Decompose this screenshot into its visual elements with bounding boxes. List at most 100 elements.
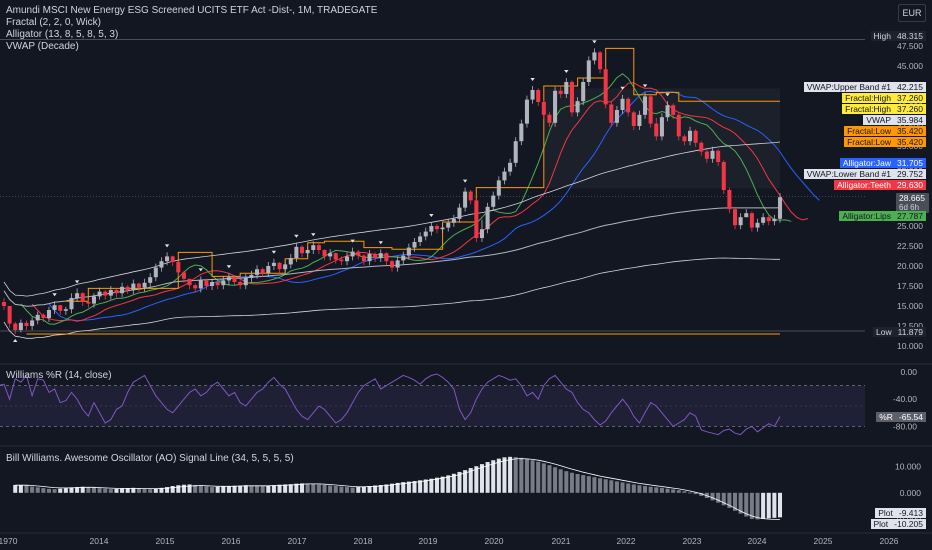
- candle-body: [777, 197, 783, 219]
- candle-body: [586, 60, 591, 82]
- ao-bar: [148, 489, 153, 493]
- ao-bar: [41, 488, 46, 493]
- fractal-up-marker: [592, 40, 597, 44]
- wr-line: [0, 373, 781, 436]
- candle-body: [316, 245, 321, 250]
- candle-body: [271, 262, 276, 266]
- candle-body: [553, 90, 558, 123]
- ao-bar: [676, 490, 681, 493]
- ao-bar: [361, 486, 366, 493]
- ao-signal-line: [15, 458, 780, 520]
- ao-bar: [63, 488, 68, 493]
- ao-tick: 0.000: [900, 488, 922, 498]
- ao-bar: [215, 486, 220, 493]
- candle-body: [69, 298, 74, 310]
- ao-bar: [114, 488, 119, 493]
- candle-body: [30, 320, 35, 326]
- ao-bar: [221, 486, 226, 493]
- ao-legend[interactable]: Bill Williams. Awesome Oscillator (AO) S…: [6, 453, 294, 464]
- candle-body: [693, 130, 698, 143]
- ao-bar: [131, 487, 136, 493]
- ao-bar: [508, 456, 513, 493]
- ao-bar: [86, 487, 91, 493]
- candle-body: [153, 267, 158, 278]
- ao-bar: [283, 484, 288, 493]
- ao-bar: [569, 472, 574, 493]
- candle-body: [339, 259, 344, 262]
- ao-bar: [384, 484, 389, 493]
- ao-bar: [91, 487, 96, 493]
- ao-bar: [311, 483, 316, 493]
- candle-body: [569, 82, 574, 113]
- candle-body: [249, 274, 254, 278]
- candle-body: [575, 101, 580, 113]
- ao-bar: [592, 477, 597, 493]
- candle-body: [530, 90, 535, 100]
- candle-body: [429, 226, 434, 232]
- ao-bar: [519, 457, 524, 493]
- fractal-high-steps: [65, 47, 780, 302]
- fractal-up-marker: [378, 241, 383, 245]
- candle-body: [210, 282, 215, 286]
- candle-body: [243, 278, 248, 286]
- time-tick: 2018: [354, 536, 373, 546]
- candle-body: [418, 236, 423, 242]
- ao-plot2-label: Plot -10.205: [868, 519, 930, 529]
- candle-body: [24, 322, 29, 326]
- candle-body: [401, 255, 406, 261]
- wr-tick: 0.00: [900, 367, 917, 377]
- candle-body: [311, 245, 316, 250]
- legend-vwap[interactable]: VWAP (Decade): [6, 41, 79, 52]
- ao-bar: [305, 483, 310, 493]
- ao-bar: [350, 487, 355, 493]
- candle-body: [18, 322, 23, 330]
- candle-body: [558, 90, 563, 94]
- alligator-jaw-line: [48, 90, 820, 322]
- ao-bar: [463, 470, 468, 493]
- candle-body: [682, 136, 687, 142]
- fractal-up-marker: [52, 293, 57, 297]
- ao-bar: [513, 457, 518, 493]
- ao-bar: [356, 487, 361, 493]
- legend-alligator[interactable]: Alligator (13, 8, 5, 8, 5, 3): [6, 29, 119, 40]
- currency-button[interactable]: EUR: [898, 4, 926, 22]
- candle-body: [721, 162, 726, 190]
- ao-bar: [75, 487, 80, 493]
- ao-bar: [136, 488, 141, 493]
- ao-bar: [46, 488, 52, 493]
- ao-bar: [35, 487, 40, 493]
- ao-bar: [80, 486, 85, 493]
- ao-bar: [328, 485, 333, 493]
- ao-bar: [13, 484, 18, 493]
- candle-body: [344, 256, 350, 262]
- ao-bar: [727, 492, 732, 508]
- candle-body: [654, 123, 659, 137]
- vwap-lower-band: [3, 257, 780, 339]
- candle-body: [440, 227, 445, 230]
- ao-bar: [181, 484, 186, 493]
- legend-fractal[interactable]: Fractal (2, 2, 0, Wick): [6, 17, 102, 28]
- ao-tick: 10.000: [895, 462, 921, 472]
- ao-bar: [294, 483, 299, 493]
- ao-bar: [738, 492, 743, 514]
- candle-body: [288, 258, 293, 265]
- wr-axis: 0.00 -40.00 -80.00: [893, 367, 917, 431]
- ao-bar: [766, 492, 771, 519]
- ao-bar: [553, 467, 558, 493]
- candle-body: [479, 229, 484, 238]
- candle-body: [749, 213, 754, 228]
- fractal-up-marker: [530, 78, 535, 81]
- ao-bar: [24, 485, 29, 493]
- candle-body: [446, 222, 451, 228]
- price-tick: 25.000: [897, 221, 923, 231]
- candle-body: [356, 251, 361, 256]
- williams-legend[interactable]: Williams %R (14, close): [6, 370, 112, 381]
- candle-body: [350, 251, 355, 257]
- candle-body: [676, 114, 681, 137]
- candle-body: [148, 277, 153, 283]
- ao-bar: [288, 484, 293, 493]
- candle-body: [63, 309, 68, 311]
- candle-body: [508, 162, 513, 172]
- candle-body: [238, 282, 243, 286]
